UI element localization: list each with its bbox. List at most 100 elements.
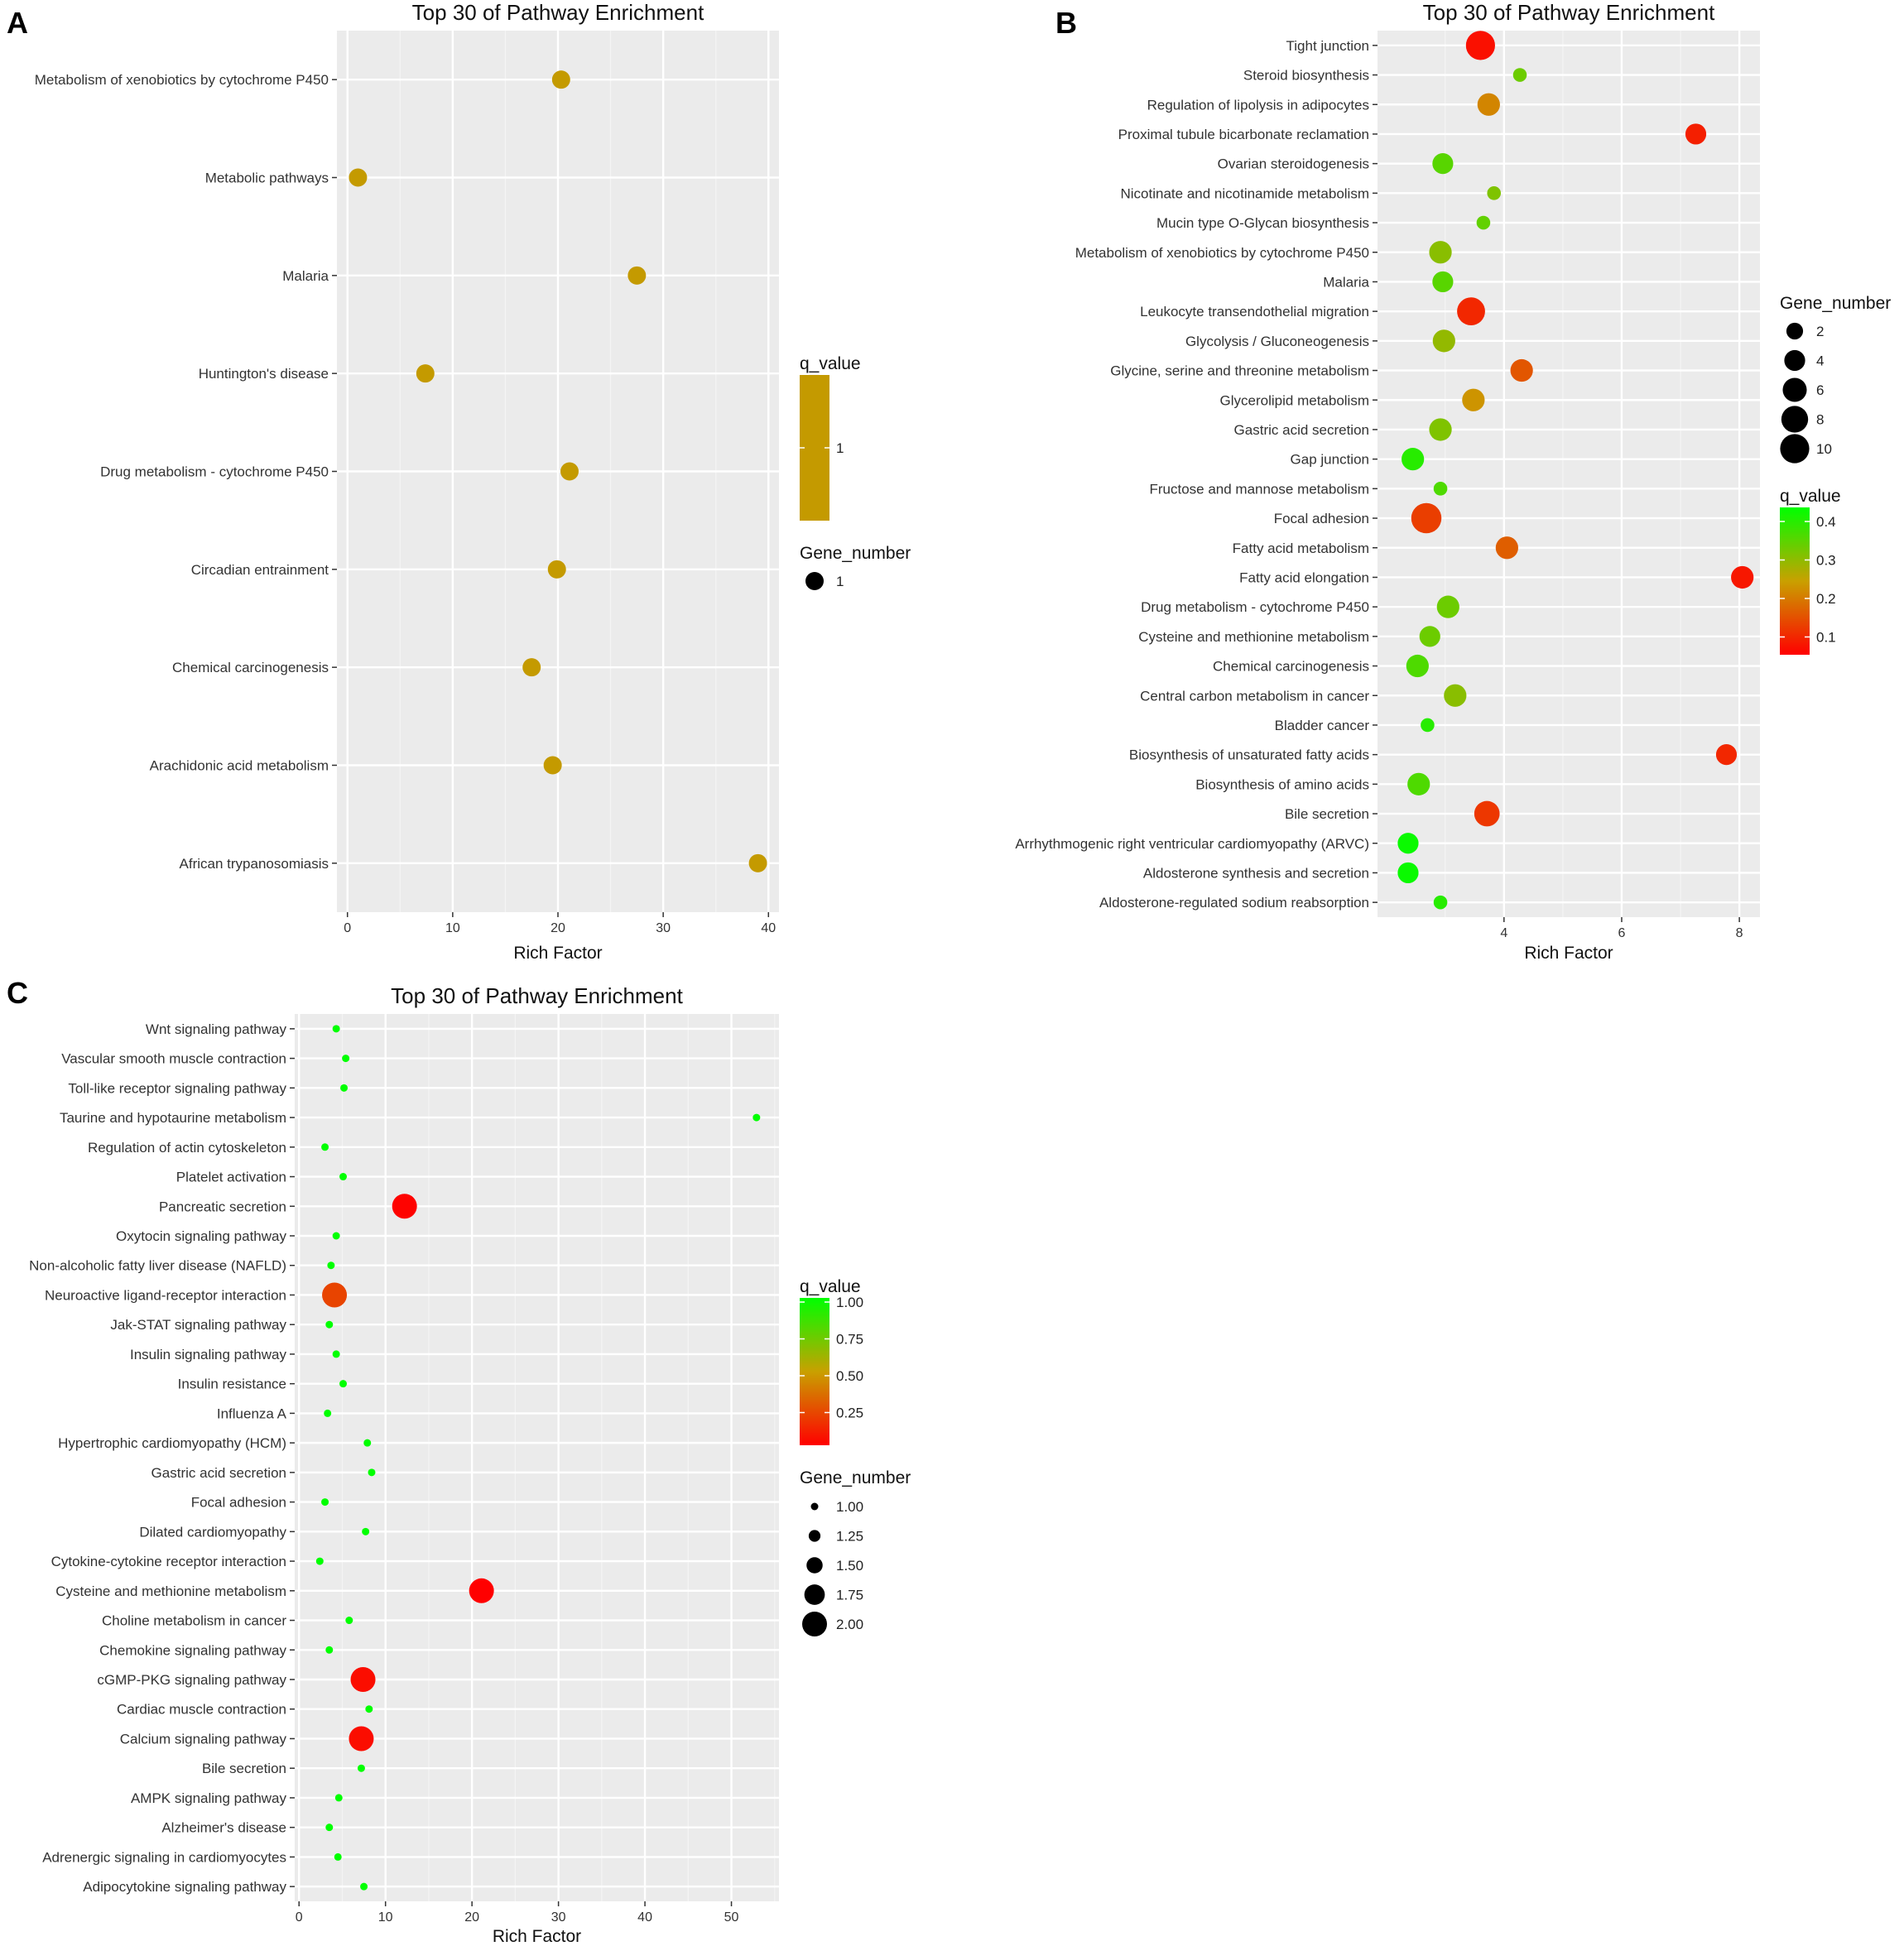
legend-size-label: 4 (1816, 353, 1824, 369)
legend-color-title: q_value (1780, 487, 1841, 506)
y-label-regulation-of-actin-cytoskeleton: Regulation of actin cytoskeleton (88, 1140, 286, 1156)
y-label-glycolysis-gluconeogenesis: Glycolysis / Gluconeogenesis (1185, 334, 1369, 349)
y-label-jak-stat-signaling-pathway: Jak-STAT signaling pathway (110, 1317, 286, 1333)
point-calcium-signaling-pathway (349, 1726, 374, 1752)
y-label-cysteine-and-methionine-metabolism: Cysteine and methionine metabolism (1138, 629, 1369, 645)
point-tight-junction (1465, 31, 1495, 60)
legend-size-dot (805, 572, 824, 590)
point-oxytocin-signaling-pathway (332, 1232, 340, 1240)
legend-size-dot (1784, 349, 1805, 372)
point-insulin-resistance (339, 1380, 347, 1388)
legend-size-dot (810, 1502, 819, 1511)
y-label-tight-junction: Tight junction (1286, 38, 1369, 54)
panel-letter-b: B (1055, 6, 1077, 40)
legend-size-dot (1782, 377, 1807, 402)
point-metabolic-pathways (349, 168, 368, 187)
point-adipocytokine-signaling-pathway (360, 1882, 368, 1891)
point-mucin-type-o-glycan-biosynthesis (1476, 215, 1491, 230)
chart-title: Top 30 of Pathway Enrichment (391, 983, 683, 1008)
point-bladder-cancer (1421, 718, 1435, 733)
y-label-chemical-carcinogenesis: Chemical carcinogenesis (1213, 659, 1369, 675)
legend-size-label: 1.25 (836, 1529, 863, 1545)
legend-size-label: 2.00 (836, 1617, 863, 1632)
point-fatty-acid-metabolism (1495, 536, 1518, 560)
y-label-oxytocin-signaling-pathway: Oxytocin signaling pathway (116, 1228, 287, 1244)
point-non-alcoholic-fatty-liver-disease-nafld (327, 1261, 335, 1270)
y-label-dilated-cardiomyopathy: Dilated cardiomyopathy (139, 1524, 286, 1540)
y-label-huntington-s-disease: Huntington's disease (199, 366, 329, 382)
y-label-cytokine-cytokine-receptor-interaction: Cytokine-cytokine receptor interaction (51, 1554, 286, 1569)
legend-color-bar (1780, 507, 1810, 655)
point-steroid-biosynthesis (1512, 68, 1527, 82)
y-label-cysteine-and-methionine-metabolism: Cysteine and methionine metabolism (55, 1583, 286, 1599)
y-label-insulin-resistance: Insulin resistance (178, 1377, 286, 1392)
y-label-focal-adhesion: Focal adhesion (191, 1495, 286, 1511)
point-dilated-cardiomyopathy (362, 1527, 370, 1535)
y-label-biosynthesis-of-amino-acids: Biosynthesis of amino acids (1195, 776, 1369, 792)
y-label-regulation-of-lipolysis-in-adipocytes: Regulation of lipolysis in adipocytes (1147, 97, 1369, 113)
plot-background (295, 1014, 779, 1901)
x-tick-label: 40 (761, 921, 776, 935)
chart-title: Top 30 of Pathway Enrichment (1423, 0, 1715, 25)
point-chemical-carcinogenesis (522, 658, 541, 677)
point-drug-metabolism-cytochrome-p450 (560, 462, 579, 481)
y-label-pancreatic-secretion: Pancreatic secretion (159, 1199, 286, 1214)
point-proximal-tubule-bicarbonate-reclamation (1685, 123, 1707, 145)
chart-panel-a: Top 30 of Pathway Enrichment 0 10 20 30 40 Met… (35, 0, 911, 963)
y-label-cardiac-muscle-contraction: Cardiac muscle contraction (117, 1702, 286, 1718)
x-tick-label: 6 (1618, 926, 1626, 940)
y-label-choline-metabolism-in-cancer: Choline metabolism in cancer (102, 1613, 286, 1629)
point-arrhythmogenic-right-ventricular-cardiomyopathy-arvc (1397, 833, 1419, 854)
x-tick-label: 4 (1500, 926, 1507, 940)
point-nicotinate-and-nicotinamide-metabolism (1487, 186, 1502, 200)
legend-size-label: 10 (1816, 441, 1832, 457)
legend-color-bar (800, 1298, 829, 1445)
y-label-arrhythmogenic-right-ventricular-cardiomyopathy-arvc: Arrhythmogenic right ventricular cardiom… (1015, 836, 1369, 852)
x-tick-label: 0 (344, 921, 351, 935)
y-label-platelet-activation: Platelet activation (176, 1170, 286, 1185)
point-ampk-signaling-pathway (334, 1794, 343, 1802)
y-label-arachidonic-acid-metabolism: Arachidonic acid metabolism (150, 758, 329, 774)
legend-size-label: 1 (836, 574, 844, 589)
point-focal-adhesion (321, 1498, 329, 1506)
point-focal-adhesion (1411, 502, 1442, 534)
point-glycolysis-gluconeogenesis (1432, 329, 1455, 353)
point-malaria (1432, 271, 1454, 293)
y-label-metabolism-of-xenobiotics-by-cytochrome-p450: Metabolism of xenobiotics by cytochrome … (1075, 245, 1369, 261)
legend-color-label: 0.2 (1816, 591, 1836, 607)
panel-letter-c: C (7, 976, 28, 1010)
point-cgmp-pkg-signaling-pathway (350, 1667, 376, 1692)
x-tick-label: 30 (551, 1910, 566, 1925)
y-label-bladder-cancer: Bladder cancer (1275, 718, 1370, 733)
point-cysteine-and-methionine-metabolism (469, 1578, 494, 1603)
legend-size-label: 1.50 (836, 1558, 863, 1574)
y-label-nicotinate-and-nicotinamide-metabolism: Nicotinate and nicotinamide metabolism (1121, 185, 1370, 201)
y-label-alzheimer-s-disease: Alzheimer's disease (161, 1820, 286, 1836)
y-label-drug-metabolism-cytochrome-p450: Drug metabolism - cytochrome P450 (100, 464, 329, 480)
point-choline-metabolism-in-cancer (345, 1617, 353, 1625)
legend-size-dot (806, 1557, 823, 1574)
point-biosynthesis-of-amino-acids (1407, 772, 1430, 795)
y-label-adrenergic-signaling-in-cardiomyocytes: Adrenergic signaling in cardiomyocytes (42, 1849, 286, 1865)
point-fatty-acid-elongation (1731, 565, 1754, 589)
y-label-calcium-signaling-pathway: Calcium signaling pathway (120, 1731, 287, 1747)
x-tick-label: 0 (296, 1910, 303, 1925)
y-label-malaria: Malaria (1323, 274, 1369, 290)
y-label-glycine-serine-and-threonine-metabolism: Glycine, serine and threonine metabolism (1110, 363, 1369, 379)
y-label-wnt-signaling-pathway: Wnt signaling pathway (146, 1021, 287, 1037)
y-label-steroid-biosynthesis: Steroid biosynthesis (1243, 68, 1369, 84)
y-label-hypertrophic-cardiomyopathy-hcm: Hypertrophic cardiomyopathy (HCM) (58, 1435, 286, 1451)
y-label-metabolism-of-xenobiotics-by-cytochrome-p450: Metabolism of xenobiotics by cytochrome … (35, 72, 329, 88)
point-regulation-of-actin-cytoskeleton (321, 1143, 329, 1151)
point-insulin-signaling-pathway (332, 1350, 340, 1358)
y-label-bile-secretion: Bile secretion (202, 1761, 286, 1776)
y-label-non-alcoholic-fatty-liver-disease-nafld: Non-alcoholic fatty liver disease (NAFLD… (29, 1258, 286, 1274)
x-tick-label: 50 (724, 1910, 739, 1925)
point-fructose-and-mannose-metabolism (1433, 482, 1448, 496)
x-tick-label: 20 (464, 1910, 479, 1925)
y-label-influenza-a: Influenza A (217, 1406, 287, 1421)
point-biosynthesis-of-unsaturated-fatty-acids (1715, 744, 1738, 766)
y-label-ampk-signaling-pathway: AMPK signaling pathway (131, 1790, 287, 1806)
y-label-malaria: Malaria (282, 268, 329, 284)
